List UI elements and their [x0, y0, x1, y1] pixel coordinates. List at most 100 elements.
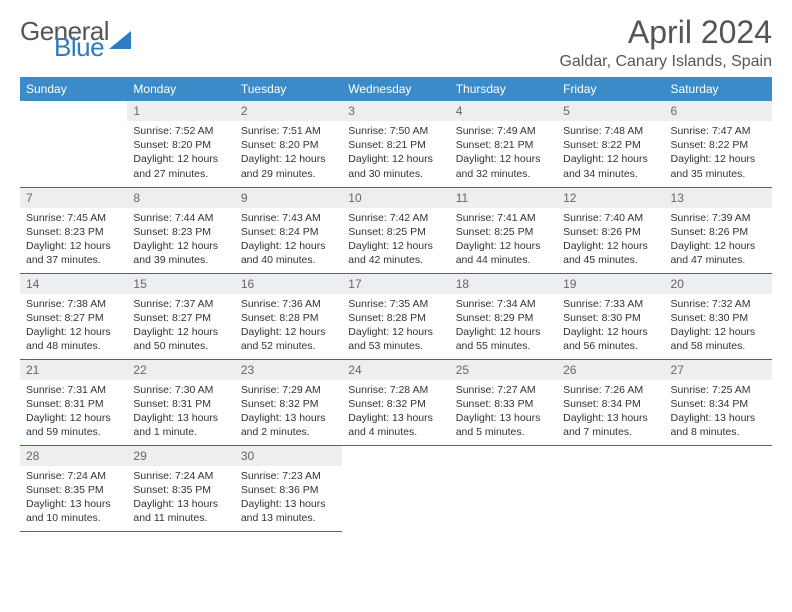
- calendar-cell: 10Sunrise: 7:42 AMSunset: 8:25 PMDayligh…: [342, 187, 449, 273]
- day-info: Sunrise: 7:29 AMSunset: 8:32 PMDaylight:…: [235, 380, 342, 445]
- day-info: Sunrise: 7:49 AMSunset: 8:21 PMDaylight:…: [450, 121, 557, 186]
- day-number: 3: [342, 101, 449, 121]
- calendar-cell: [342, 445, 449, 531]
- day-number: 14: [20, 274, 127, 294]
- day-info: Sunrise: 7:43 AMSunset: 8:24 PMDaylight:…: [235, 208, 342, 273]
- day-info: Sunrise: 7:50 AMSunset: 8:21 PMDaylight:…: [342, 121, 449, 186]
- day-number: 17: [342, 274, 449, 294]
- day-number: 24: [342, 360, 449, 380]
- day-number: 4: [450, 101, 557, 121]
- calendar-cell: [450, 445, 557, 531]
- header: General Blue April 2024 Galdar, Canary I…: [20, 14, 772, 71]
- calendar-cell: 11Sunrise: 7:41 AMSunset: 8:25 PMDayligh…: [450, 187, 557, 273]
- calendar-cell: 29Sunrise: 7:24 AMSunset: 8:35 PMDayligh…: [127, 445, 234, 531]
- day-number: 10: [342, 188, 449, 208]
- calendar-cell: 21Sunrise: 7:31 AMSunset: 8:31 PMDayligh…: [20, 359, 127, 445]
- calendar-cell: [557, 445, 664, 531]
- weekday-header: Thursday: [450, 77, 557, 101]
- day-number: 26: [557, 360, 664, 380]
- day-info: Sunrise: 7:23 AMSunset: 8:36 PMDaylight:…: [235, 466, 342, 531]
- day-number: 30: [235, 446, 342, 466]
- calendar-cell: [665, 445, 772, 531]
- calendar-cell: 26Sunrise: 7:26 AMSunset: 8:34 PMDayligh…: [557, 359, 664, 445]
- calendar-cell: 8Sunrise: 7:44 AMSunset: 8:23 PMDaylight…: [127, 187, 234, 273]
- location-label: Galdar, Canary Islands, Spain: [559, 53, 772, 71]
- day-number: 25: [450, 360, 557, 380]
- weekday-header: Friday: [557, 77, 664, 101]
- calendar-cell: 6Sunrise: 7:47 AMSunset: 8:22 PMDaylight…: [665, 101, 772, 187]
- day-number: 29: [127, 446, 234, 466]
- calendar-cell: [20, 101, 127, 187]
- day-info: Sunrise: 7:42 AMSunset: 8:25 PMDaylight:…: [342, 208, 449, 273]
- weekday-header: Monday: [127, 77, 234, 101]
- calendar-cell: 17Sunrise: 7:35 AMSunset: 8:28 PMDayligh…: [342, 273, 449, 359]
- calendar-cell: 27Sunrise: 7:25 AMSunset: 8:34 PMDayligh…: [665, 359, 772, 445]
- day-info: Sunrise: 7:31 AMSunset: 8:31 PMDaylight:…: [20, 380, 127, 445]
- day-info: Sunrise: 7:36 AMSunset: 8:28 PMDaylight:…: [235, 294, 342, 359]
- calendar-cell: 19Sunrise: 7:33 AMSunset: 8:30 PMDayligh…: [557, 273, 664, 359]
- day-info: Sunrise: 7:26 AMSunset: 8:34 PMDaylight:…: [557, 380, 664, 445]
- day-number: 16: [235, 274, 342, 294]
- calendar-cell: 18Sunrise: 7:34 AMSunset: 8:29 PMDayligh…: [450, 273, 557, 359]
- calendar-cell: 15Sunrise: 7:37 AMSunset: 8:27 PMDayligh…: [127, 273, 234, 359]
- day-info: Sunrise: 7:30 AMSunset: 8:31 PMDaylight:…: [127, 380, 234, 445]
- day-info: Sunrise: 7:39 AMSunset: 8:26 PMDaylight:…: [665, 208, 772, 273]
- day-info: Sunrise: 7:45 AMSunset: 8:23 PMDaylight:…: [20, 208, 127, 273]
- day-number: 27: [665, 360, 772, 380]
- logo-text: General Blue: [20, 20, 109, 58]
- day-number: 15: [127, 274, 234, 294]
- day-info: Sunrise: 7:33 AMSunset: 8:30 PMDaylight:…: [557, 294, 664, 359]
- day-info: Sunrise: 7:41 AMSunset: 8:25 PMDaylight:…: [450, 208, 557, 273]
- weekday-header: Tuesday: [235, 77, 342, 101]
- day-info: Sunrise: 7:48 AMSunset: 8:22 PMDaylight:…: [557, 121, 664, 186]
- calendar-cell: 23Sunrise: 7:29 AMSunset: 8:32 PMDayligh…: [235, 359, 342, 445]
- day-info: Sunrise: 7:25 AMSunset: 8:34 PMDaylight:…: [665, 380, 772, 445]
- calendar-cell: 16Sunrise: 7:36 AMSunset: 8:28 PMDayligh…: [235, 273, 342, 359]
- calendar-cell: 9Sunrise: 7:43 AMSunset: 8:24 PMDaylight…: [235, 187, 342, 273]
- day-number: 2: [235, 101, 342, 121]
- day-number: 13: [665, 188, 772, 208]
- day-info: Sunrise: 7:24 AMSunset: 8:35 PMDaylight:…: [127, 466, 234, 531]
- day-info: Sunrise: 7:28 AMSunset: 8:32 PMDaylight:…: [342, 380, 449, 445]
- calendar-cell: 7Sunrise: 7:45 AMSunset: 8:23 PMDaylight…: [20, 187, 127, 273]
- day-info: Sunrise: 7:44 AMSunset: 8:23 PMDaylight:…: [127, 208, 234, 273]
- weekday-header: Sunday: [20, 77, 127, 101]
- day-number: 6: [665, 101, 772, 121]
- page-title: April 2024: [559, 14, 772, 51]
- day-number: 20: [665, 274, 772, 294]
- weekday-header: Saturday: [665, 77, 772, 101]
- day-info: Sunrise: 7:24 AMSunset: 8:35 PMDaylight:…: [20, 466, 127, 531]
- day-number: 11: [450, 188, 557, 208]
- day-info: Sunrise: 7:51 AMSunset: 8:20 PMDaylight:…: [235, 121, 342, 186]
- day-info: Sunrise: 7:32 AMSunset: 8:30 PMDaylight:…: [665, 294, 772, 359]
- weekday-header: Wednesday: [342, 77, 449, 101]
- calendar-cell: 25Sunrise: 7:27 AMSunset: 8:33 PMDayligh…: [450, 359, 557, 445]
- day-number: 9: [235, 188, 342, 208]
- day-info: Sunrise: 7:27 AMSunset: 8:33 PMDaylight:…: [450, 380, 557, 445]
- day-info: Sunrise: 7:40 AMSunset: 8:26 PMDaylight:…: [557, 208, 664, 273]
- day-number: 7: [20, 188, 127, 208]
- day-info: Sunrise: 7:37 AMSunset: 8:27 PMDaylight:…: [127, 294, 234, 359]
- calendar-cell: 2Sunrise: 7:51 AMSunset: 8:20 PMDaylight…: [235, 101, 342, 187]
- day-number: 22: [127, 360, 234, 380]
- logo-part2: Blue: [54, 36, 109, 58]
- calendar-cell: 30Sunrise: 7:23 AMSunset: 8:36 PMDayligh…: [235, 445, 342, 531]
- title-block: April 2024 Galdar, Canary Islands, Spain: [559, 14, 772, 71]
- day-number: 12: [557, 188, 664, 208]
- day-info: Sunrise: 7:34 AMSunset: 8:29 PMDaylight:…: [450, 294, 557, 359]
- day-number: 19: [557, 274, 664, 294]
- day-number: 21: [20, 360, 127, 380]
- day-info: Sunrise: 7:47 AMSunset: 8:22 PMDaylight:…: [665, 121, 772, 186]
- calendar-cell: 24Sunrise: 7:28 AMSunset: 8:32 PMDayligh…: [342, 359, 449, 445]
- day-info: Sunrise: 7:35 AMSunset: 8:28 PMDaylight:…: [342, 294, 449, 359]
- calendar-cell: 12Sunrise: 7:40 AMSunset: 8:26 PMDayligh…: [557, 187, 664, 273]
- day-number: 5: [557, 101, 664, 121]
- calendar-cell: 28Sunrise: 7:24 AMSunset: 8:35 PMDayligh…: [20, 445, 127, 531]
- logo: General Blue: [20, 20, 131, 58]
- calendar-cell: 13Sunrise: 7:39 AMSunset: 8:26 PMDayligh…: [665, 187, 772, 273]
- calendar-body: 1Sunrise: 7:52 AMSunset: 8:20 PMDaylight…: [20, 101, 772, 531]
- calendar-cell: 5Sunrise: 7:48 AMSunset: 8:22 PMDaylight…: [557, 101, 664, 187]
- calendar-cell: 20Sunrise: 7:32 AMSunset: 8:30 PMDayligh…: [665, 273, 772, 359]
- calendar-cell: 3Sunrise: 7:50 AMSunset: 8:21 PMDaylight…: [342, 101, 449, 187]
- day-info: Sunrise: 7:38 AMSunset: 8:27 PMDaylight:…: [20, 294, 127, 359]
